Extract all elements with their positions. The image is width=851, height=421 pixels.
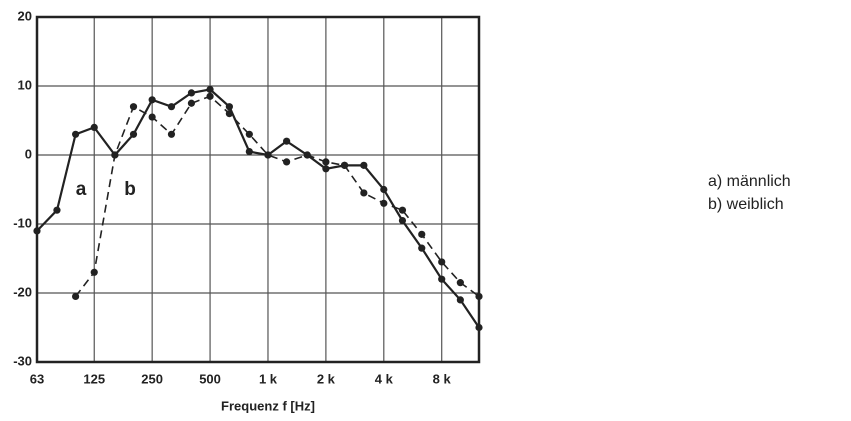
data-point xyxy=(72,292,80,301)
data-point xyxy=(72,130,80,138)
data-point xyxy=(380,185,388,194)
data-point xyxy=(398,206,407,214)
data-point xyxy=(206,92,214,100)
data-point xyxy=(129,103,138,111)
data-point xyxy=(303,151,311,159)
y-tick-label: 10 xyxy=(18,77,32,92)
x-tick-label: 250 xyxy=(141,371,163,386)
y-tick-label: 20 xyxy=(18,8,32,23)
series-line xyxy=(36,88,480,329)
data-point xyxy=(206,85,214,94)
legend-entry: a) männlich xyxy=(708,173,791,190)
data-point xyxy=(245,147,253,156)
series-line xyxy=(74,95,480,298)
annotation: b xyxy=(124,179,136,200)
data-point xyxy=(90,268,98,276)
x-tick-label: 63 xyxy=(30,371,44,386)
data-point xyxy=(456,296,464,304)
data-point xyxy=(340,161,349,169)
plot-frame xyxy=(35,15,481,364)
x-tick-label: 2 k xyxy=(317,371,336,386)
data-point xyxy=(418,230,426,238)
annotation: a xyxy=(76,179,87,200)
data-point xyxy=(225,103,233,111)
data-point xyxy=(475,292,483,301)
data-point xyxy=(264,151,272,159)
data-point xyxy=(438,275,446,283)
data-point xyxy=(438,258,446,266)
data-point xyxy=(283,158,291,166)
data-point xyxy=(90,123,98,131)
data-point xyxy=(418,244,426,252)
data-point xyxy=(322,165,330,173)
data-point xyxy=(187,89,196,97)
data-point xyxy=(475,323,483,332)
y-tick-label: 0 xyxy=(25,146,32,161)
data-point xyxy=(380,199,388,207)
data-point xyxy=(360,161,368,169)
y-tick-label: -10 xyxy=(13,215,32,230)
x-axis-label: Frequenz f [Hz] xyxy=(221,398,315,413)
data-point xyxy=(148,113,156,121)
legend-entry: b) weiblich xyxy=(708,196,784,213)
data-point xyxy=(398,216,407,225)
x-tick-label: 1 k xyxy=(259,371,278,386)
data-point xyxy=(360,189,368,197)
data-point xyxy=(167,130,176,138)
data-point xyxy=(167,103,176,111)
x-tick-label: 125 xyxy=(83,371,105,386)
data-point xyxy=(111,151,119,159)
x-tick-label: 8 k xyxy=(433,371,452,386)
y-tick-label: -30 xyxy=(13,353,32,368)
data-point xyxy=(245,130,253,138)
x-tick-label: 500 xyxy=(199,371,221,386)
data-point xyxy=(187,99,196,107)
data-point xyxy=(283,137,291,145)
y-tick-label: -20 xyxy=(13,284,32,299)
data-point xyxy=(129,130,138,138)
data-point xyxy=(225,110,233,118)
data-point xyxy=(456,279,464,287)
data-point xyxy=(53,206,61,214)
data-point xyxy=(322,158,330,166)
data-point xyxy=(148,96,156,104)
x-tick-label: 4 k xyxy=(375,371,394,386)
data-point xyxy=(33,227,41,235)
